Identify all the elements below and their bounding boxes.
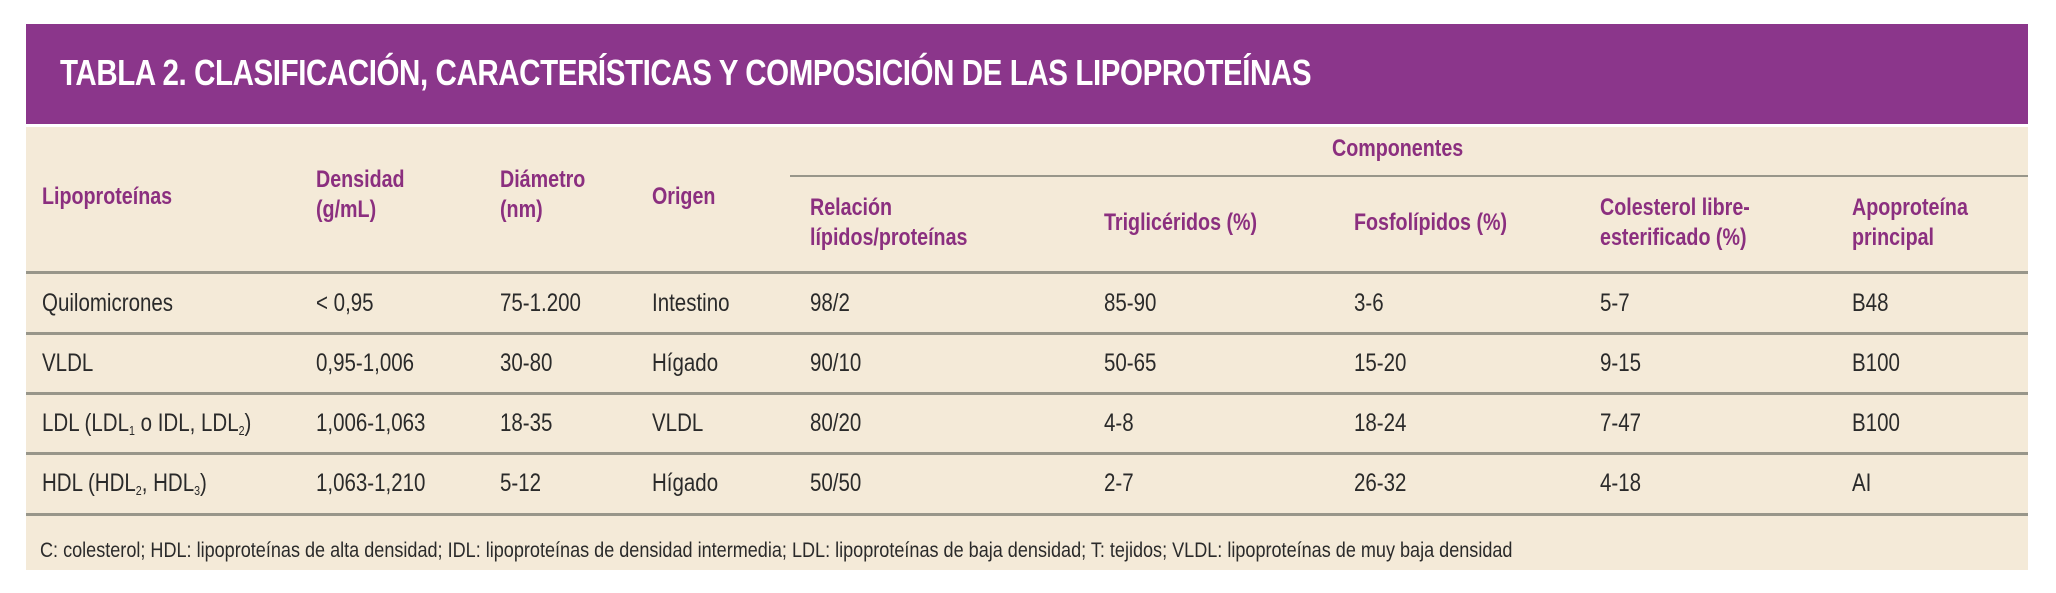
cell-colesterol: 4-18 [1600, 469, 1642, 497]
cell-colesterol: 5-7 [1600, 289, 1630, 317]
cell-name-subscript: 2 [238, 423, 245, 438]
row-rule [26, 392, 2028, 395]
header-relacion-line2: lípidos/proteínas [810, 224, 968, 251]
header-densidad: Densidad (g/mL) [316, 165, 405, 225]
cell-origen: VLDL [652, 409, 704, 437]
cell-fosfolipidos: 15-20 [1354, 349, 1407, 377]
cell-apoproteina: AI [1852, 469, 1872, 497]
header-diametro: Diámetro (nm) [500, 165, 585, 225]
cell-diametro: 75-1.200 [500, 289, 581, 317]
header-colesterol-line1: Colesterol libre- [1600, 194, 1750, 221]
cell-name-part: ) [200, 469, 207, 497]
footnote: C: colesterol; HDL: lipoproteínas de alt… [40, 539, 1513, 562]
cell-trigliceridos: 85-90 [1104, 289, 1157, 317]
cell-densidad: 0,95-1,006 [316, 349, 415, 377]
cell-colesterol: 9-15 [1600, 349, 1642, 377]
cell-trigliceridos: 2-7 [1104, 469, 1134, 497]
cell-relacion: 98/2 [810, 289, 850, 317]
cell-name-part: , HDL [141, 469, 195, 497]
header-colesterol: Colesterol libre- esterificado (%) [1600, 193, 1750, 253]
header-diametro-line2: (nm) [500, 196, 543, 223]
cell-name-subscript: 1 [128, 423, 135, 438]
group-header-rule [790, 175, 2028, 177]
cell-trigliceridos: 50-65 [1104, 349, 1157, 377]
header-densidad-line2: (g/mL) [316, 196, 377, 223]
cell-colesterol: 7-47 [1600, 409, 1642, 437]
cell-relacion: 90/10 [810, 349, 862, 377]
cell-diametro: 5-12 [500, 469, 542, 497]
header-diametro-line1: Diámetro [500, 166, 586, 193]
cell-diametro: 18-35 [500, 409, 553, 437]
cell-densidad: < 0,95 [316, 289, 374, 317]
cell-diametro: 30-80 [500, 349, 553, 377]
header-fosfolipidos: Fosfolípidos (%) [1354, 209, 1508, 236]
table-title-bar: TABLA 2. CLASIFICACIÓN, CARACTERÍSTICAS … [26, 24, 2028, 124]
cell-name-subscript: 2 [135, 483, 142, 498]
header-rule [26, 271, 2028, 274]
row-rule [26, 452, 2028, 455]
header-colesterol-line2: esterificado (%) [1600, 224, 1747, 251]
cell-name-part: LDL (LDL [42, 409, 129, 437]
cell-name-part: ) [244, 409, 252, 437]
cell-fosfolipidos: 26-32 [1354, 469, 1407, 497]
cell-name: Quilomicrones [42, 289, 174, 317]
row-rule [26, 513, 2028, 516]
header-origen: Origen [652, 183, 716, 210]
cell-densidad: 1,006-1,063 [316, 409, 426, 437]
cell-origen: Intestino [652, 289, 730, 317]
header-apoproteina: Apoproteína principal [1852, 193, 1968, 253]
cell-name: VLDL [42, 349, 94, 377]
header-componentes: Componentes [1332, 135, 1464, 162]
cell-trigliceridos: 4-8 [1104, 409, 1134, 437]
header-relacion: Relación lípidos/proteínas [810, 193, 967, 253]
table-panel: Componentes Lipoproteínas Densidad (g/mL… [26, 127, 2028, 570]
header-apoproteina-line2: principal [1852, 224, 1935, 251]
cell-name: HDL (HDL2, HDL3) [42, 468, 207, 506]
cell-name-part: o IDL, LDL [134, 409, 239, 437]
cell-relacion: 80/20 [810, 409, 862, 437]
header-densidad-line1: Densidad [316, 166, 405, 193]
cell-apoproteina: B100 [1852, 349, 1900, 377]
cell-apoproteina: B100 [1852, 409, 1900, 437]
header-apoproteina-line1: Apoproteína [1852, 194, 1968, 221]
cell-origen: Hígado [652, 469, 719, 497]
cell-name-subscript: 3 [194, 483, 201, 498]
cell-name-part: HDL (HDL [42, 469, 136, 497]
cell-name: LDL (LDL1 o IDL, LDL2) [42, 408, 251, 446]
header-lipoproteinas: Lipoproteínas [42, 183, 173, 210]
cell-relacion: 50/50 [810, 469, 862, 497]
cell-fosfolipidos: 18-24 [1354, 409, 1407, 437]
cell-fosfolipidos: 3-6 [1354, 289, 1384, 317]
table-title: TABLA 2. CLASIFICACIÓN, CARACTERÍSTICAS … [60, 52, 1312, 93]
cell-apoproteina: B48 [1852, 289, 1889, 317]
cell-origen: Hígado [652, 349, 719, 377]
row-rule [26, 332, 2028, 335]
header-trigliceridos: Triglicéridos (%) [1104, 209, 1258, 236]
cell-densidad: 1,063-1,210 [316, 469, 426, 497]
header-relacion-line1: Relación [810, 194, 893, 221]
